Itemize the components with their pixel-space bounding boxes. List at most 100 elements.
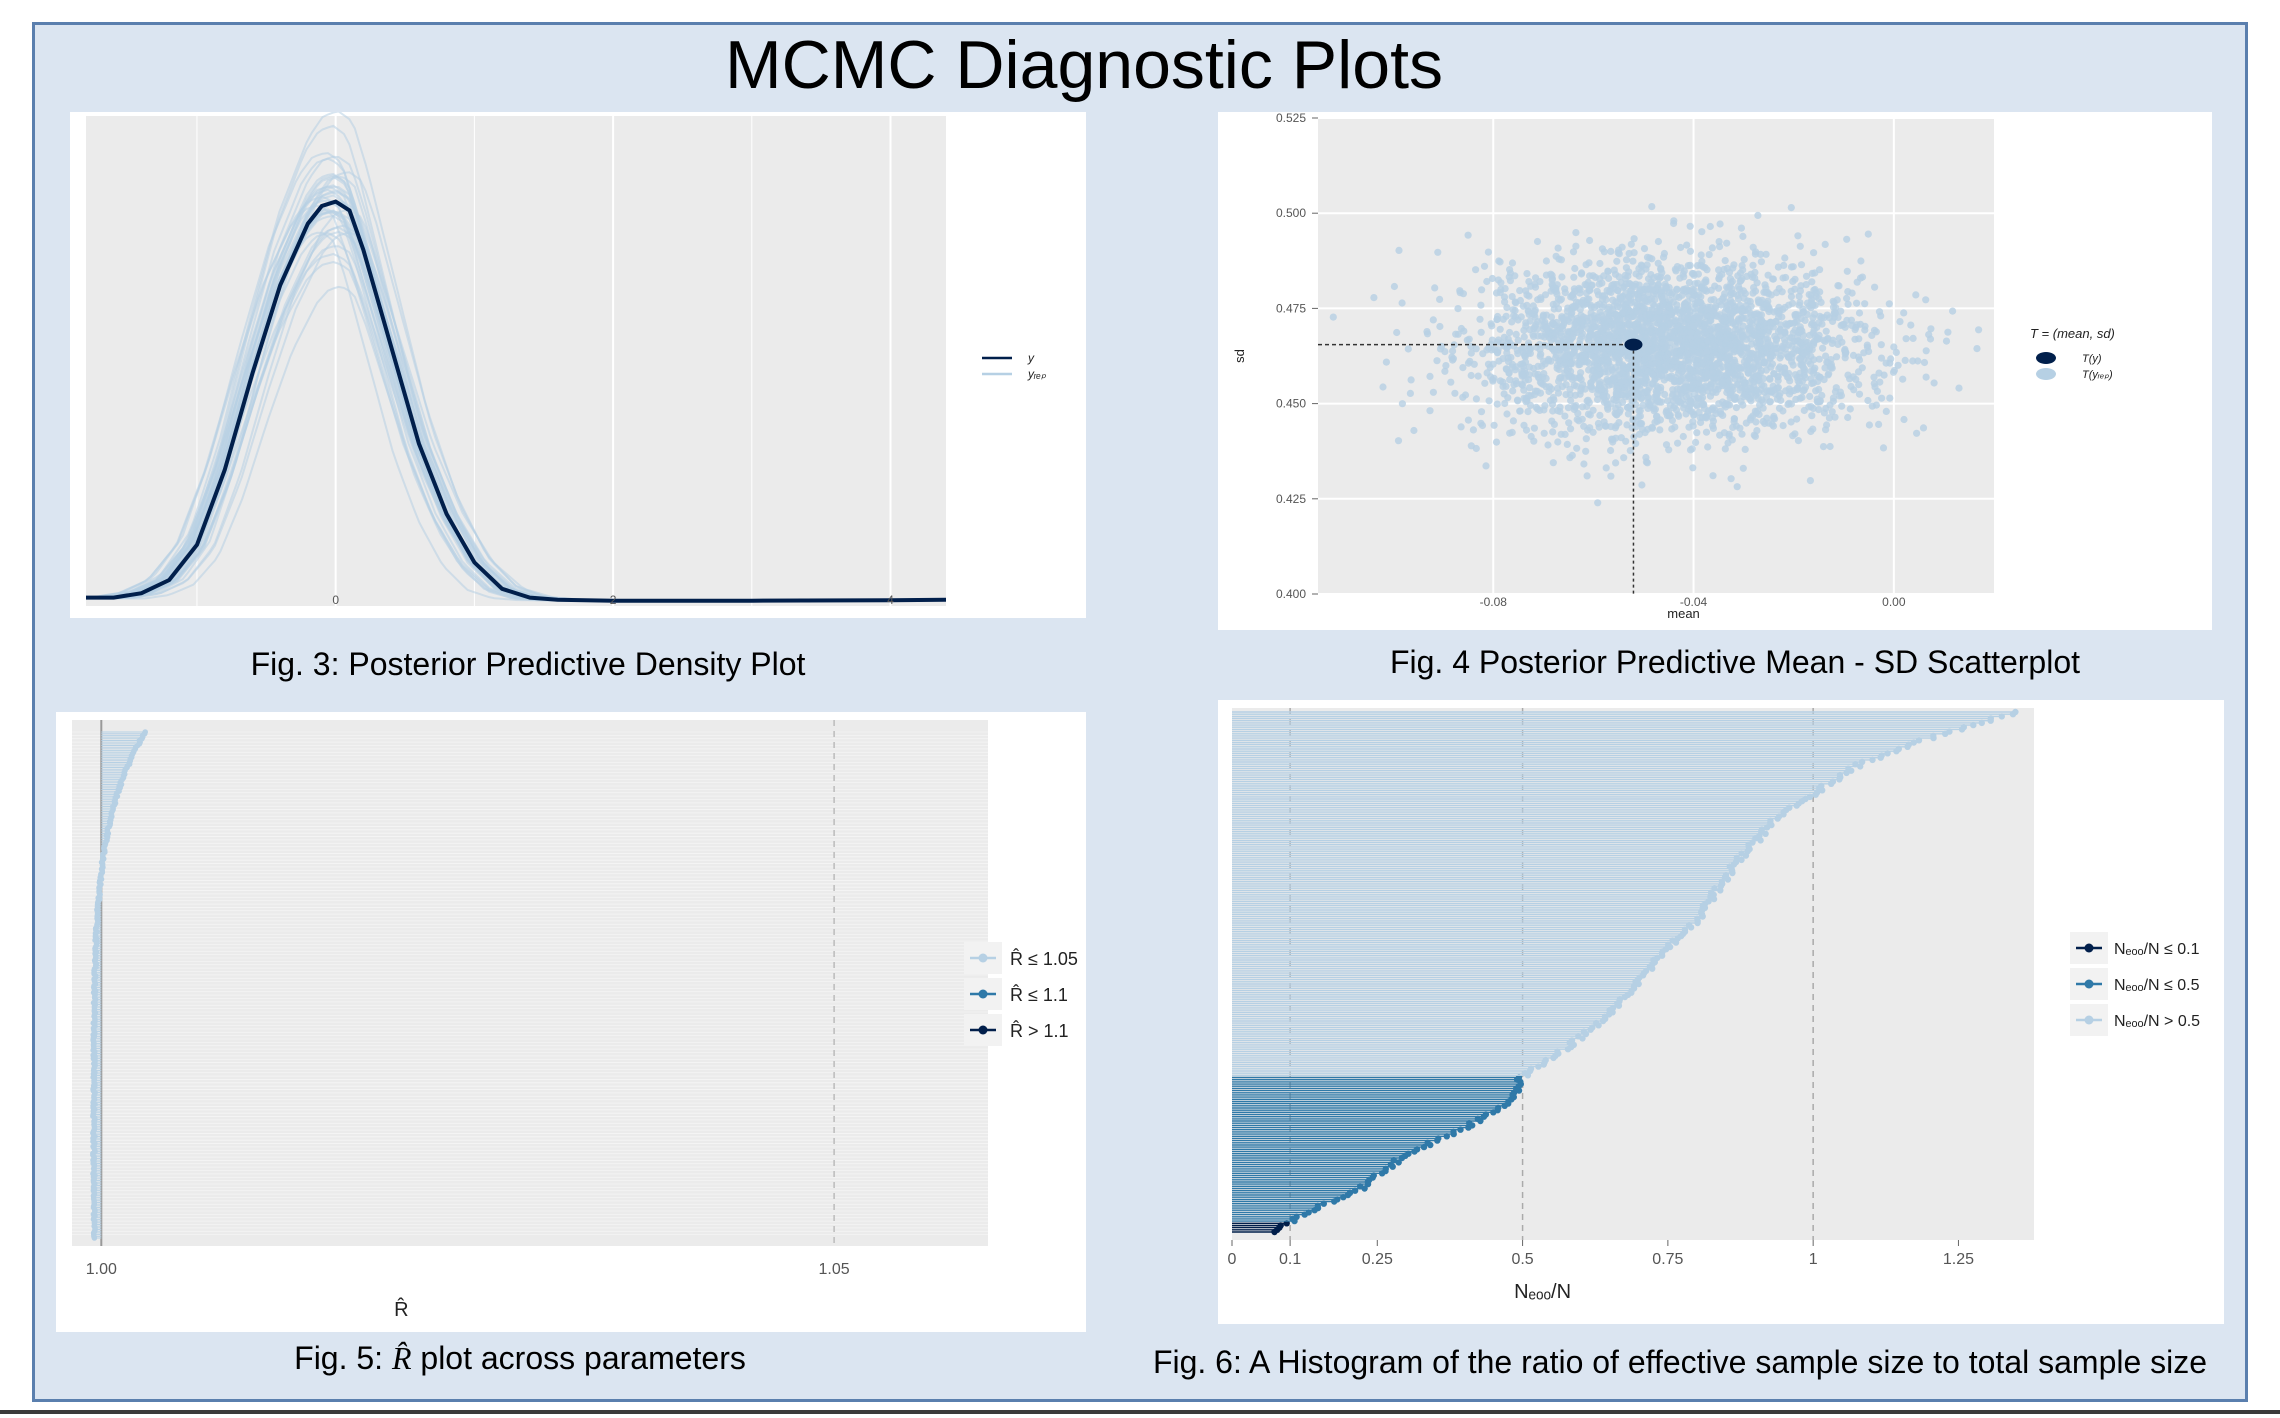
fig4-yrep-point xyxy=(1579,296,1587,305)
fig4-yrep-point xyxy=(1751,358,1759,366)
fig6-x-axis-label: Nₑₒₒ/N xyxy=(1514,1281,1571,1303)
fig4-yrep-point xyxy=(1694,349,1702,357)
fig4-yrep-point xyxy=(1740,255,1748,263)
fig4-yrep-point xyxy=(1781,254,1789,262)
fig4-yrep-point xyxy=(1436,345,1445,353)
fig4-yrep-point xyxy=(1581,281,1589,289)
fig4-yrep-point xyxy=(1526,349,1534,357)
fig4-yrep-point xyxy=(1492,438,1501,446)
fig4-yrep-point xyxy=(1503,410,1511,418)
fig4-yrep-point xyxy=(1788,353,1796,361)
fig4-yrep-point xyxy=(1853,299,1861,307)
fig4-yrep-point xyxy=(1855,390,1864,398)
fig5-rhat-plot: 1.00 1.05 R̂ R̂ ≤ 1.05 R̂ ≤ 1.1 R̂ > 1.1 xyxy=(56,712,1086,1332)
fig4-yrep-point xyxy=(1610,266,1618,274)
fig5-plot-area xyxy=(72,720,988,1246)
fig4-yrep-point xyxy=(1550,347,1558,355)
fig4-yrep-point xyxy=(1738,275,1746,283)
fig4-yrep-point xyxy=(1483,277,1491,286)
fig4-yrep-point xyxy=(1791,371,1799,379)
fig4-yrep-point xyxy=(1533,237,1542,246)
fig4-yrep-point xyxy=(1436,322,1444,331)
fig4-yrep-point xyxy=(1503,303,1511,312)
fig4-caption: Fig. 4 Posterior Predictive Mean - SD Sc… xyxy=(1389,644,2081,680)
fig4-yrep-point xyxy=(1621,374,1629,382)
fig4-yrep-point xyxy=(1871,283,1879,291)
fig4-yrep-point xyxy=(1541,333,1549,341)
fig4-x-tick-label: -0.04 xyxy=(1680,595,1708,609)
fig4-yrep-point xyxy=(1698,360,1706,368)
fig4-yrep-point xyxy=(1607,446,1615,455)
fig4-yrep-point xyxy=(1798,327,1806,335)
fig4-yrep-point xyxy=(1690,322,1698,331)
fig4-yrep-point xyxy=(1944,328,1952,336)
fig4-yrep-point xyxy=(1855,356,1864,364)
fig4-yrep-point xyxy=(1666,296,1674,304)
fig4-yrep-point xyxy=(1726,341,1734,350)
fig3-x-tick-label: 4 xyxy=(887,593,894,607)
fig4-yrep-point xyxy=(1612,410,1620,419)
fig4-yrep-point xyxy=(1456,289,1464,297)
fig4-yrep-point xyxy=(1702,382,1710,390)
fig4-yrep-point xyxy=(1520,421,1528,429)
fig4-yrep-point xyxy=(1615,273,1623,281)
fig4-yrep-point xyxy=(1492,289,1501,297)
fig4-yrep-point xyxy=(1551,329,1559,337)
fig4-yrep-point xyxy=(1901,356,1909,364)
fig4-yrep-point xyxy=(1611,424,1619,432)
fig4-yrep-point xyxy=(1788,342,1796,350)
fig4-yrep-point xyxy=(1755,298,1763,306)
fig4-yrep-point xyxy=(1695,291,1703,299)
fig4-observed-point xyxy=(1624,338,1643,351)
fig4-yrep-point xyxy=(1890,343,1898,351)
fig4-yrep-point xyxy=(1782,273,1790,282)
fig4-yrep-point xyxy=(1793,415,1801,423)
fig4-yrep-point xyxy=(1502,312,1510,320)
fig4-yrep-point xyxy=(1648,255,1656,263)
fig4-yrep-point xyxy=(1549,428,1557,436)
fig4-yrep-point xyxy=(1749,261,1757,269)
fig4-yrep-point xyxy=(1394,437,1403,445)
fig4-yrep-point xyxy=(1787,387,1795,395)
fig4-yrep-point xyxy=(1431,284,1439,292)
fig4-yrep-point xyxy=(1922,347,1930,355)
fig4-yrep-point xyxy=(1721,445,1729,453)
fig6-legend-marker xyxy=(2084,943,2094,953)
fig4-yrep-point xyxy=(1585,259,1593,267)
fig4-yrep-point xyxy=(1625,249,1633,258)
fig4-yrep-point xyxy=(1806,392,1814,400)
fig4-yrep-point xyxy=(1949,307,1957,315)
fig4-yrep-point xyxy=(1896,318,1904,326)
fig4-yrep-point xyxy=(1607,288,1615,296)
fig4-yrep-point xyxy=(1805,291,1813,299)
fig4-legend-label: T(yᵣₑₚ) xyxy=(2082,369,2113,381)
fig4-yrep-point xyxy=(1707,372,1715,380)
fig4-yrep-point xyxy=(1644,367,1652,375)
fig4-yrep-point xyxy=(1694,386,1702,394)
fig4-yrep-point xyxy=(1654,354,1662,362)
fig4-yrep-point xyxy=(1648,286,1657,294)
fig4-yrep-point xyxy=(1825,414,1833,422)
fig4-yrep-point xyxy=(1522,322,1530,330)
fig4-yrep-point xyxy=(1634,366,1642,374)
fig4-yrep-point xyxy=(1693,429,1701,437)
fig4-yrep-point xyxy=(1509,417,1517,425)
fig4-yrep-point xyxy=(1530,437,1538,445)
fig4-yrep-point xyxy=(1512,330,1520,338)
fig4-yrep-point xyxy=(1630,235,1638,243)
fig4-yrep-point xyxy=(1791,275,1799,283)
fig4-yrep-point xyxy=(1879,444,1888,452)
fig4-yrep-point xyxy=(1530,424,1538,432)
fig4-yrep-point xyxy=(1614,303,1622,311)
fig4-yrep-point xyxy=(1604,305,1612,313)
fig4-yrep-point xyxy=(1572,382,1580,390)
fig4-yrep-point xyxy=(1506,429,1514,437)
fig4-yrep-point xyxy=(1701,285,1709,293)
fig4-yrep-point xyxy=(1737,289,1745,297)
fig4-yrep-point xyxy=(1715,238,1723,246)
fig4-yrep-point xyxy=(1754,211,1762,219)
fig4-yrep-point xyxy=(1509,306,1517,314)
fig4-yrep-point xyxy=(1457,423,1465,431)
fig4-yrep-point xyxy=(1843,235,1851,243)
fig4-yrep-point xyxy=(1816,266,1824,274)
